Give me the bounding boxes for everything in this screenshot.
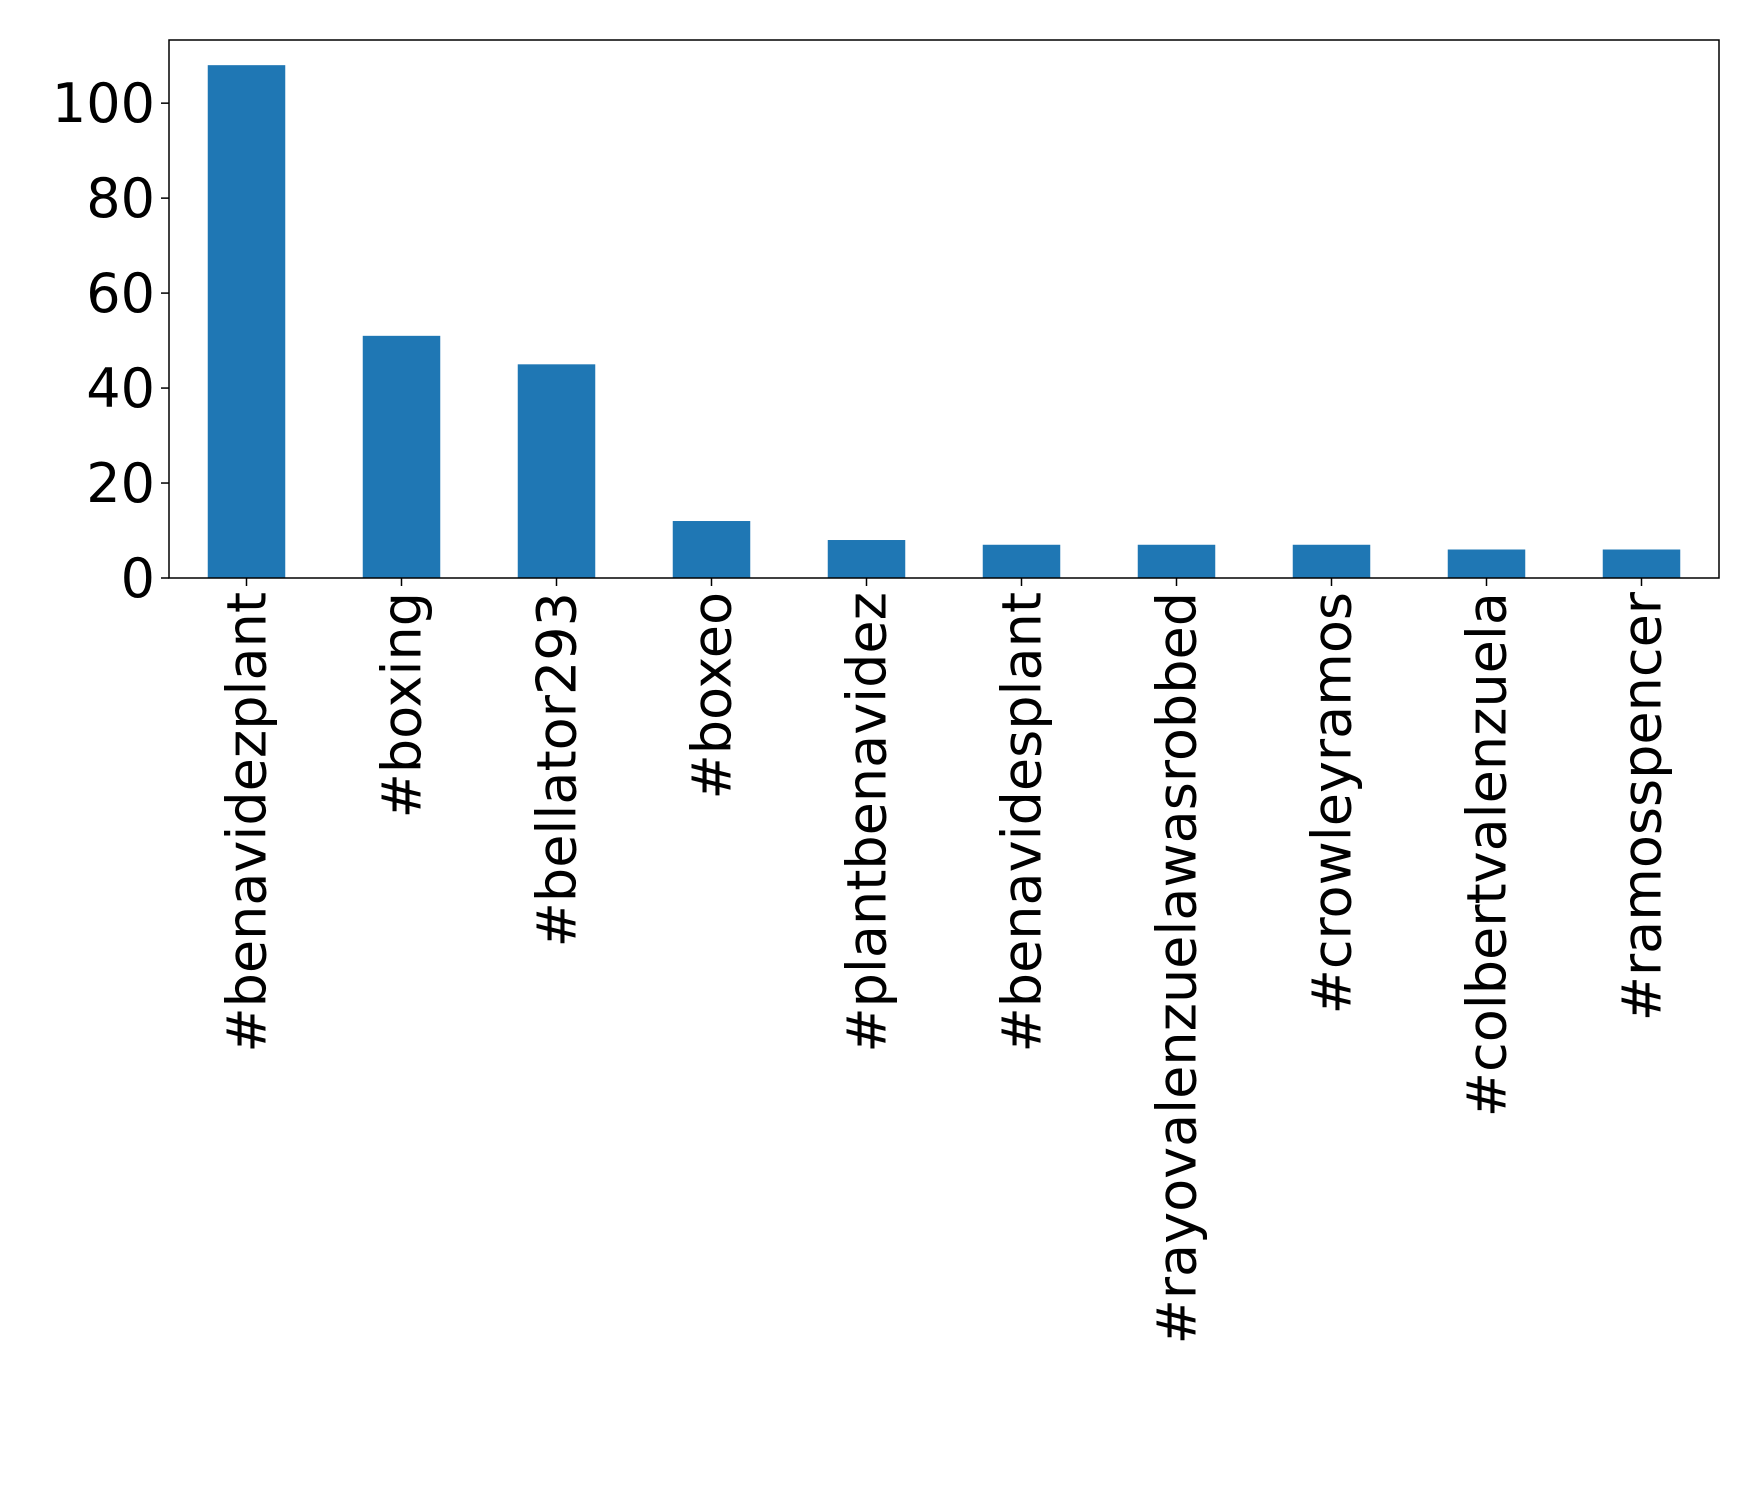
y-tick-label: 80 bbox=[86, 167, 155, 230]
bar bbox=[362, 335, 441, 578]
x-tick-label: #crowleyramos bbox=[1301, 592, 1364, 1014]
x-tick-label: #colbertvalenzuela bbox=[1456, 592, 1519, 1117]
y-tick-label: 40 bbox=[86, 357, 155, 420]
bar bbox=[1602, 549, 1681, 578]
x-tick-label: #benavidesplant bbox=[991, 592, 1054, 1052]
x-tick-label: #rayovalenzuelawasrobbed bbox=[1146, 592, 1209, 1344]
bar bbox=[1137, 544, 1216, 578]
bar bbox=[982, 544, 1061, 578]
bar bbox=[517, 364, 596, 578]
plot-frame bbox=[168, 39, 1720, 579]
bar bbox=[1292, 544, 1371, 578]
x-tick-label: #plantbenavidez bbox=[836, 592, 899, 1053]
y-tick-label: 20 bbox=[86, 452, 155, 515]
x-tick-label: #benavidezplant bbox=[216, 592, 279, 1053]
x-tick-label: #boxing bbox=[371, 592, 434, 818]
bar bbox=[827, 540, 906, 578]
bar bbox=[207, 65, 286, 579]
y-tick-label: 0 bbox=[121, 547, 155, 610]
y-tick-label: 100 bbox=[52, 72, 155, 135]
x-tick-label: #bellator293 bbox=[526, 592, 589, 947]
y-tick-label: 60 bbox=[86, 262, 155, 325]
x-tick-label: #boxeo bbox=[681, 592, 744, 799]
bar bbox=[1447, 549, 1526, 578]
x-tick-label: #ramosspencer bbox=[1611, 591, 1674, 1021]
bar bbox=[672, 521, 751, 578]
